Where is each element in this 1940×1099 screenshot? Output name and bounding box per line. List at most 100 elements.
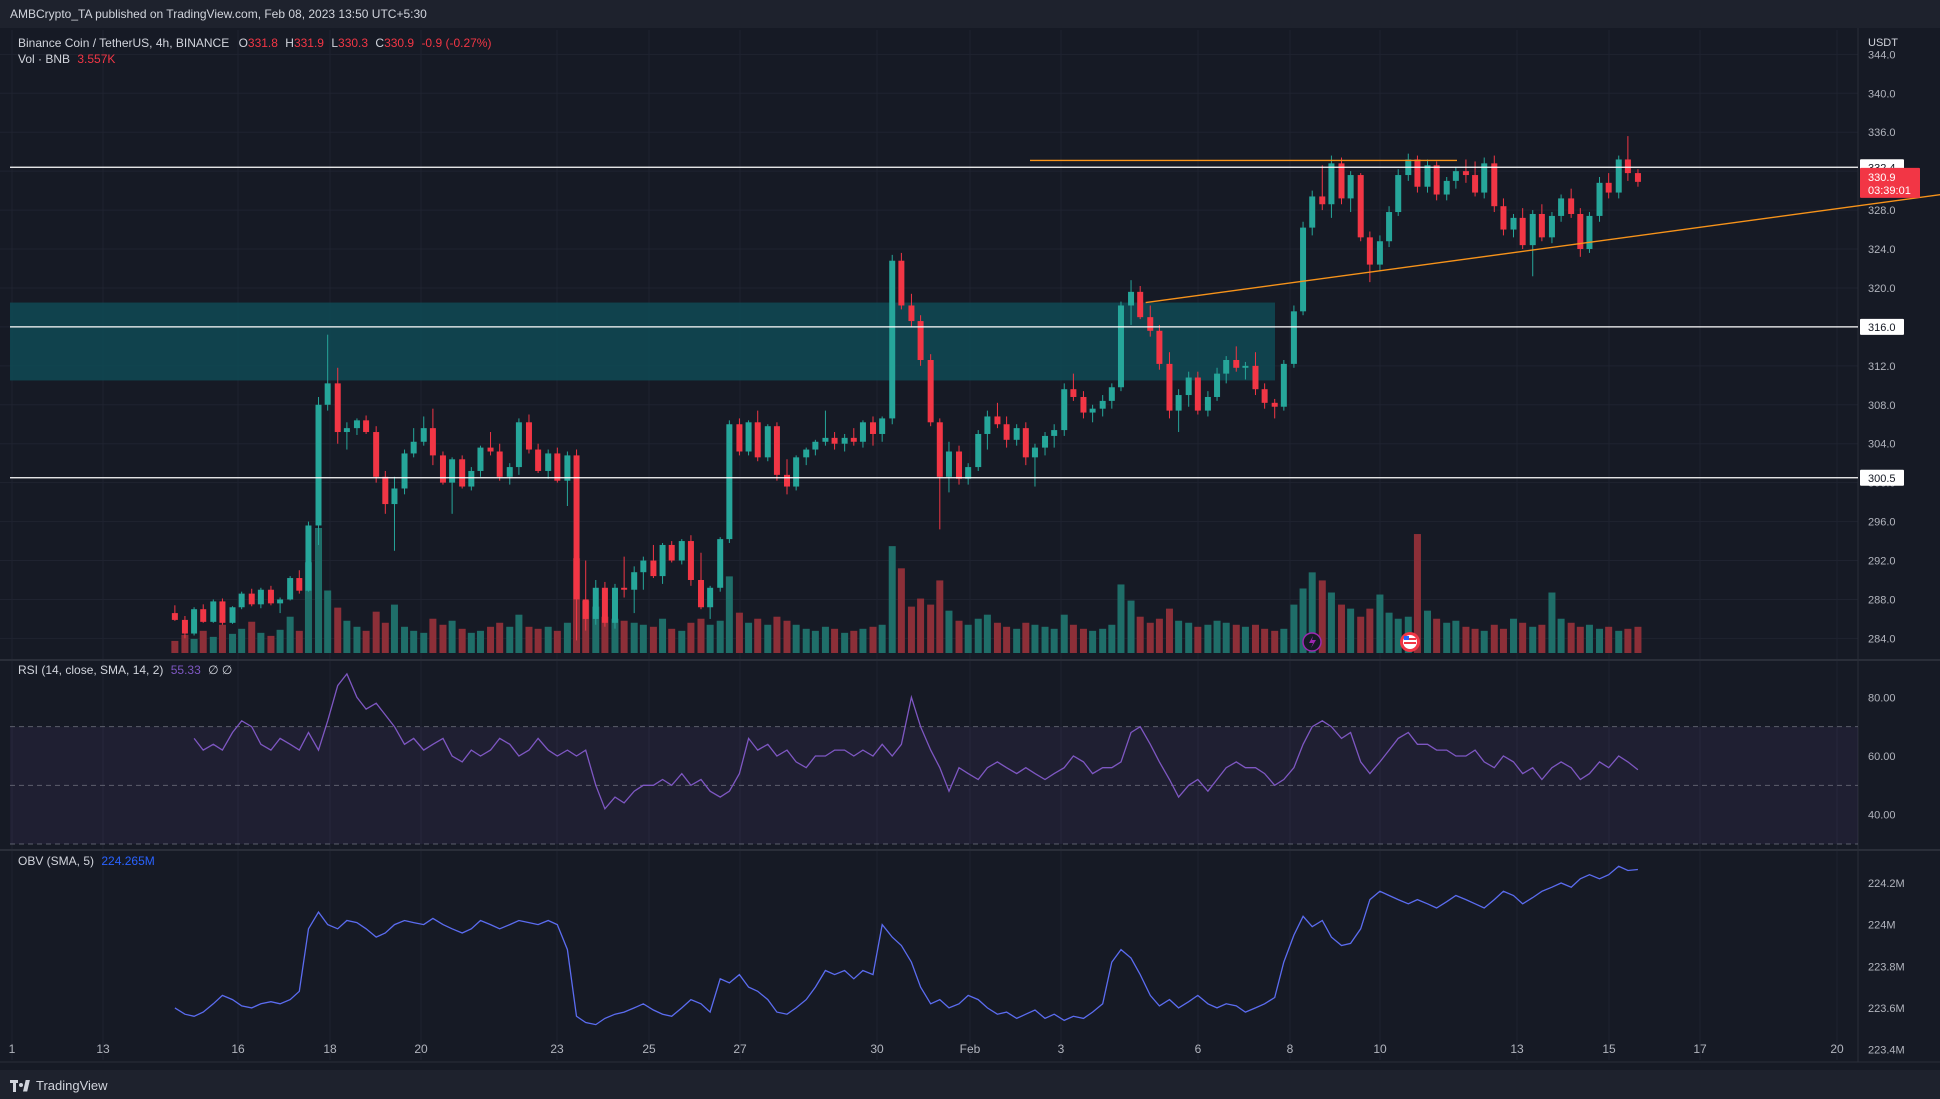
us-flag-canton xyxy=(1404,636,1409,640)
candle-body xyxy=(1510,217,1517,230)
volume-bar xyxy=(1337,604,1345,653)
volume-label: Vol · BNB xyxy=(18,52,71,66)
candle-body xyxy=(975,433,982,468)
volume-bar xyxy=(897,568,905,653)
tradingview-logo[interactable]: TradingView xyxy=(10,1078,108,1093)
candle-body xyxy=(1271,402,1278,407)
volume-bar xyxy=(1413,534,1421,653)
volume-bar xyxy=(687,622,695,653)
candle-body xyxy=(1194,377,1201,411)
candle-body xyxy=(1548,215,1555,238)
candle-body xyxy=(1261,389,1268,403)
volume-bar xyxy=(458,628,466,653)
price-tick-label: 288.0 xyxy=(1868,594,1896,606)
volume-bar xyxy=(601,616,609,653)
volume-bar xyxy=(1318,580,1326,653)
time-tick-label: Feb xyxy=(960,1042,981,1056)
candle-body xyxy=(1386,212,1393,242)
ascending-trendline xyxy=(1145,194,1940,304)
candle-body xyxy=(1558,198,1565,216)
obv-tick-label: 223.8M xyxy=(1868,961,1905,973)
candle-body xyxy=(582,599,589,619)
volume-bar xyxy=(783,620,791,653)
volume-bar xyxy=(678,630,686,653)
candle-body xyxy=(1376,241,1383,265)
time-tick-label: 25 xyxy=(642,1042,656,1056)
volume-bar xyxy=(936,580,944,653)
volume-bar xyxy=(506,626,514,653)
candle-body xyxy=(1156,330,1163,364)
volume-bar xyxy=(1471,628,1479,653)
candle-body xyxy=(889,260,896,419)
volume-bar xyxy=(697,618,705,653)
candle-body xyxy=(1395,175,1402,213)
candle-body xyxy=(1596,182,1603,216)
candle-body xyxy=(707,587,714,608)
candle-body xyxy=(1128,291,1135,306)
chart-canvas[interactable]: USDT344.0340.0336.0332.0328.0324.0320.03… xyxy=(0,0,1940,1070)
candle-body xyxy=(229,607,236,623)
volume-bar xyxy=(592,606,600,653)
volume-bar xyxy=(1041,626,1049,653)
volume-bar xyxy=(1204,624,1212,653)
volume-bar xyxy=(420,632,428,653)
time-tick-label: 6 xyxy=(1195,1042,1202,1056)
candle-body xyxy=(1290,311,1297,364)
volume-bar xyxy=(295,630,303,653)
candle-body xyxy=(1147,317,1154,331)
candle-body xyxy=(784,474,790,487)
volume-bar xyxy=(1136,616,1144,653)
candle-body xyxy=(1347,175,1354,199)
volume-bar xyxy=(476,630,484,653)
low-value: 330.3 xyxy=(338,36,369,50)
obv-line xyxy=(174,865,1638,1026)
candle-body xyxy=(1605,182,1612,193)
candle-body xyxy=(859,422,866,442)
volume-bar xyxy=(1366,608,1374,653)
candle-body xyxy=(1223,359,1230,374)
volume-bar xyxy=(429,618,437,653)
rsi-extra: ∅ ∅ xyxy=(208,663,233,677)
candle-body xyxy=(659,544,666,577)
price-tick-label: 296.0 xyxy=(1868,517,1896,529)
candle-body xyxy=(391,488,398,505)
time-tick-label: 17 xyxy=(1693,1042,1707,1056)
volume-bar xyxy=(390,604,398,653)
price-tick-label: 312.0 xyxy=(1868,361,1896,373)
volume-bar xyxy=(983,614,991,653)
volume-legend: Vol · BNB 3.557K xyxy=(18,52,115,66)
volume-bar xyxy=(773,616,781,653)
volume-bar xyxy=(1079,628,1087,653)
volume-bar xyxy=(267,635,275,653)
candle-body xyxy=(1280,363,1287,407)
obv-label: OBV (SMA, 5) xyxy=(18,854,95,868)
candle-body xyxy=(315,404,322,526)
volume-bar xyxy=(1069,624,1077,653)
volume-bar xyxy=(821,626,829,653)
candle-body xyxy=(1003,424,1010,440)
obv-tick-label: 224.2M xyxy=(1868,878,1905,890)
volume-bar xyxy=(869,626,877,653)
candle-body xyxy=(1214,373,1221,397)
candle-body xyxy=(1443,180,1450,195)
candle-body xyxy=(1529,213,1536,246)
candle-body xyxy=(429,428,436,456)
close-value: 330.9 xyxy=(384,36,415,50)
candle-body xyxy=(1185,377,1192,396)
symbol-title: Binance Coin / TetherUS, 4h, BINANCE xyxy=(18,36,230,50)
volume-bar xyxy=(1424,610,1431,653)
candle-body xyxy=(1061,389,1068,431)
volume-bar xyxy=(1519,622,1527,653)
candle-body xyxy=(1568,198,1575,214)
volume-bar xyxy=(764,624,772,653)
price-tick-label: 344.0 xyxy=(1868,49,1896,61)
candle-body xyxy=(1319,196,1326,205)
candle-body xyxy=(554,453,561,481)
candle-body xyxy=(726,424,733,540)
volume-bar xyxy=(1175,620,1183,653)
candle-body xyxy=(984,416,991,434)
volume-bar xyxy=(1155,618,1163,653)
time-tick-label: 13 xyxy=(1510,1042,1524,1056)
price-tick-label: 304.0 xyxy=(1868,439,1896,451)
volume-bar xyxy=(1376,594,1384,653)
